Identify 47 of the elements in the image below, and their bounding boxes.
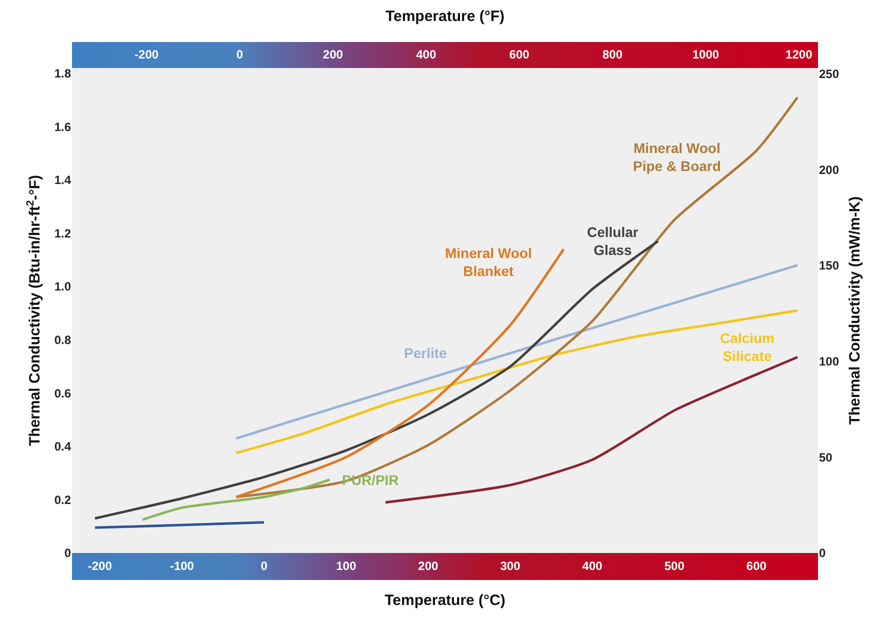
x-tick-label: 600 — [746, 559, 767, 573]
x2-tick-label: 200 — [322, 48, 344, 62]
x2-tick-label: 600 — [509, 48, 530, 62]
line-series — [141, 478, 331, 521]
y-tick-label: 1.0 — [54, 280, 72, 294]
line-series — [234, 96, 799, 498]
x-axis-title: Temperature (°C) — [384, 592, 506, 609]
series-label: Cellular Glass — [587, 224, 639, 258]
y2-tick-label: 200 — [819, 162, 840, 177]
x-tick-label: 400 — [582, 559, 603, 573]
y-tick-label: 0.6 — [54, 386, 72, 400]
x-tick-label: 500 — [664, 559, 685, 573]
y2-tick-label: 50 — [819, 450, 833, 464]
y-tick-label: 0.4 — [54, 440, 72, 454]
y-tick-label: 1.4 — [54, 173, 72, 188]
y-tick-label: 1.8 — [54, 66, 72, 81]
x-tick-label: -200 — [88, 559, 112, 573]
y2-tick-label: 250 — [819, 66, 840, 81]
series-label: PUR/PIR — [342, 472, 399, 488]
x-tick-label: -100 — [170, 559, 194, 573]
x2-tick-label: 0 — [236, 48, 244, 62]
x-tick-label: 300 — [500, 559, 521, 573]
series-label: Calcium Silicate — [720, 330, 774, 364]
series-label: Mineral Wool Blanket — [445, 245, 532, 280]
x-tick-label: 200 — [418, 559, 439, 573]
x2-tick-label: 1000 — [692, 48, 720, 62]
y2-axis-title: Thermal Conductivity (mW/m-K) — [846, 196, 864, 425]
y-tick-label: 1.2 — [54, 226, 72, 240]
y2-tick-label: 100 — [819, 354, 840, 368]
y-tick-label: 1.6 — [54, 120, 72, 134]
series-label: Mineral Wool Pipe & Board — [633, 140, 721, 174]
x-tick-label: 0 — [260, 559, 268, 573]
x2-tick-label: 1200 — [786, 48, 813, 62]
y-tick-label: 0 — [64, 546, 72, 560]
y-tick-label: 0.8 — [54, 333, 72, 348]
line-series — [234, 248, 565, 498]
line-series — [94, 240, 660, 520]
x2-axis-title: Temperature (°F) — [385, 8, 505, 25]
x2-tick-label: -200 — [134, 48, 159, 62]
x2-tick-label: 800 — [602, 48, 623, 62]
x2-tick-label: 400 — [416, 48, 436, 62]
x-tick-label: 100 — [336, 559, 356, 573]
series-label: Perlite — [404, 345, 448, 361]
y-tick-label: 0.2 — [54, 492, 72, 507]
line-series — [234, 309, 799, 454]
y2-tick-label: 150 — [819, 258, 840, 273]
y2-tick-label: 0 — [819, 546, 826, 560]
